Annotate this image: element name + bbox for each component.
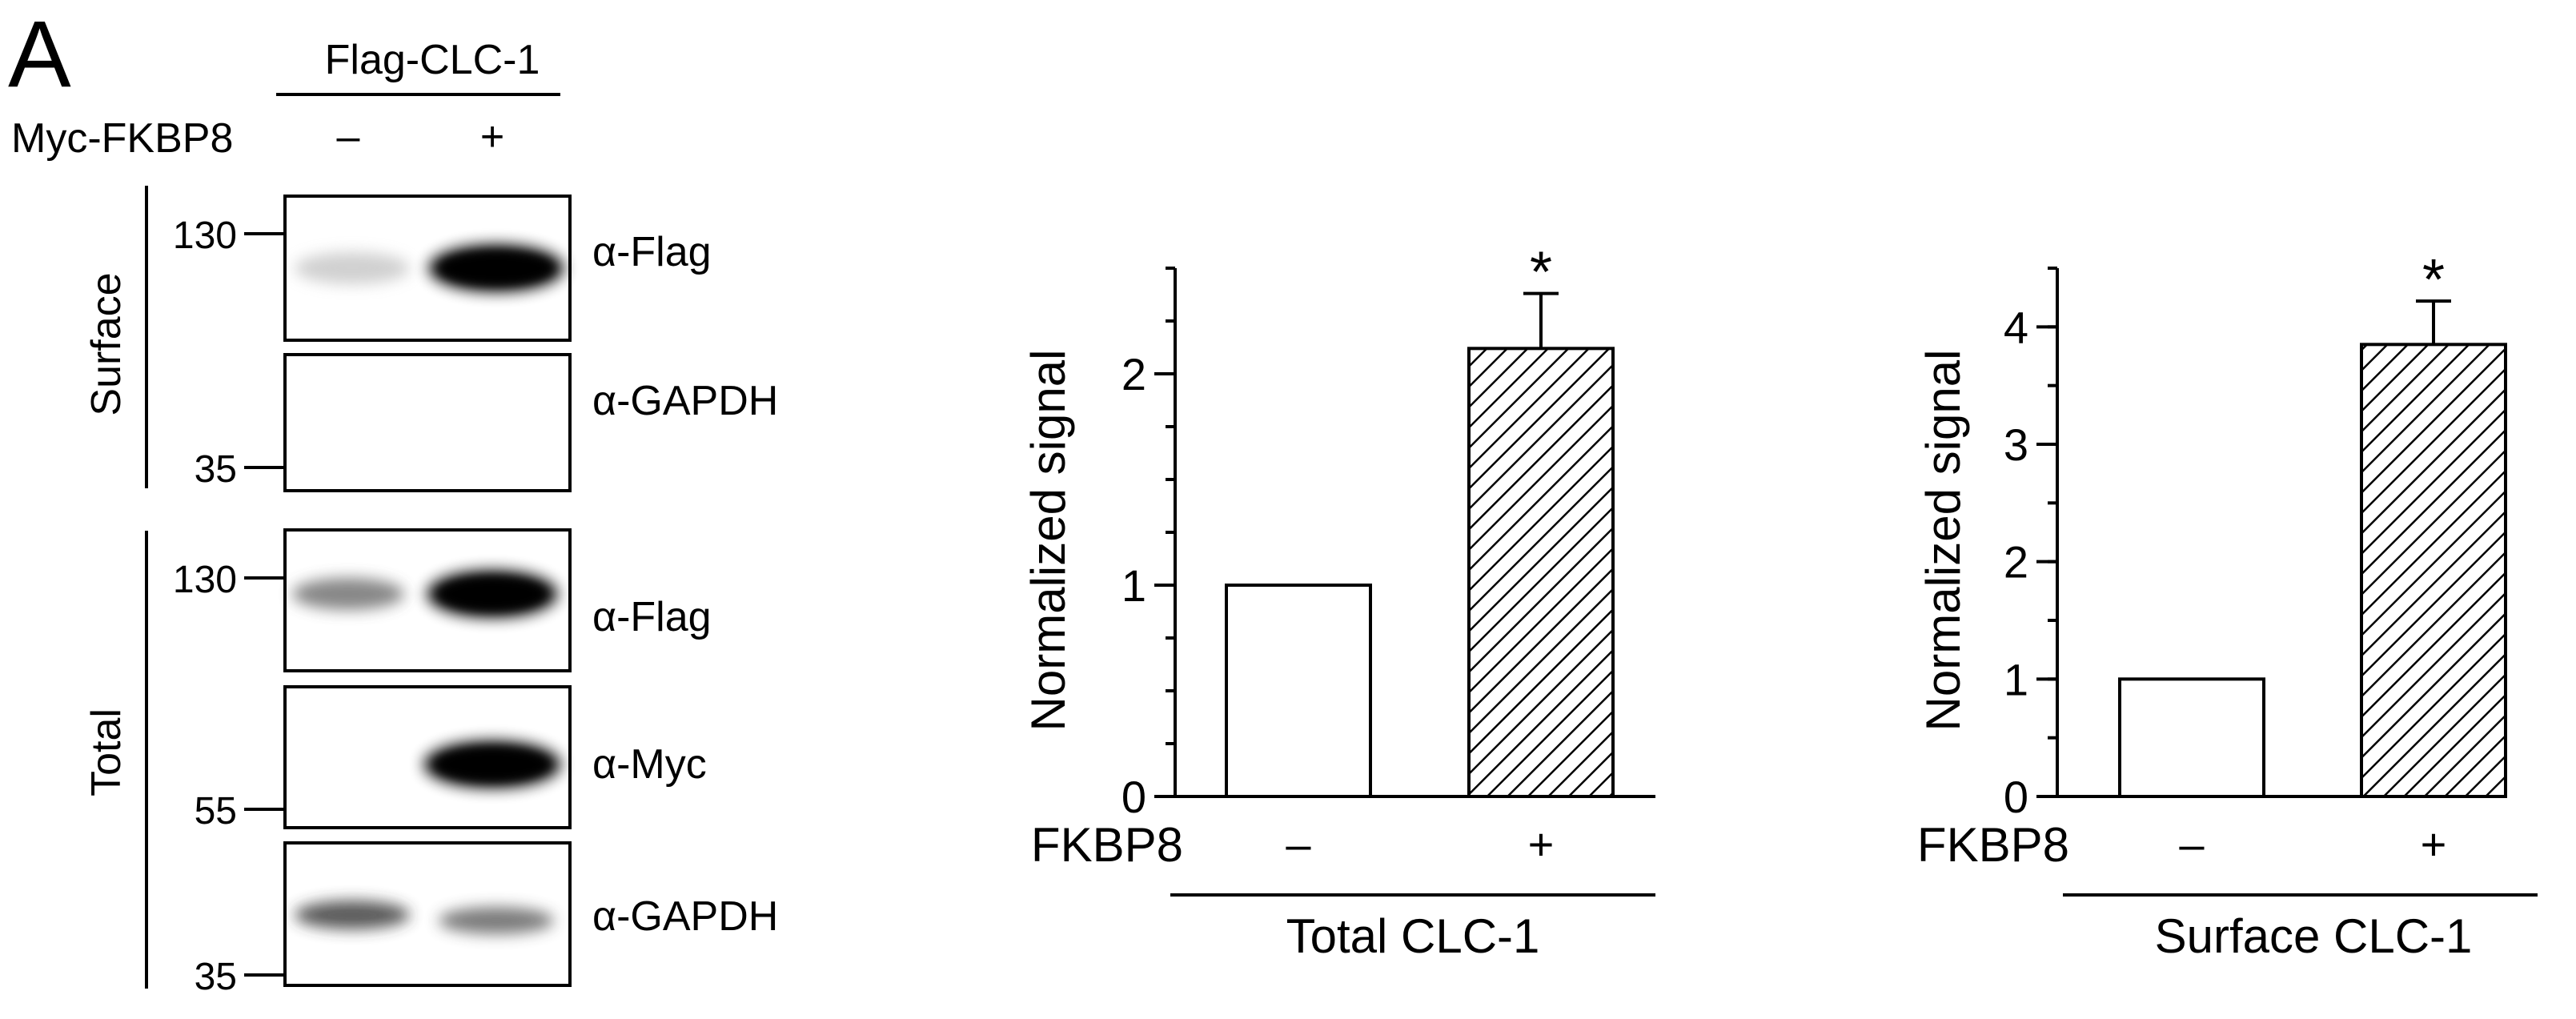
marker-35-total: 35 <box>195 956 237 998</box>
blot-total-flag <box>283 528 572 672</box>
y-axis-label: Normalized signal <box>1021 350 1075 732</box>
total-flag-antibody: α-Flag <box>592 594 712 640</box>
category-label: – <box>2179 819 2205 869</box>
blot-total-myc <box>283 685 572 829</box>
total-myc-antibody: α-Myc <box>592 741 707 788</box>
flag-clc1-header: Flag-CLC-1 <box>325 37 540 83</box>
total-gapdh-antibody: α-GAPDH <box>592 893 778 940</box>
marker-130-total: 130 <box>173 559 237 601</box>
category-label: + <box>2421 819 2447 869</box>
bar-minus <box>2118 677 2265 798</box>
factor-label: FKBP8 <box>1917 818 2069 872</box>
bar-plus <box>2360 343 2507 799</box>
bar-plus <box>1467 347 1615 798</box>
significance-star: * <box>1530 241 1552 305</box>
category-label: – <box>1286 819 1311 869</box>
marker-55-total: 55 <box>195 790 237 832</box>
significance-star: * <box>2422 248 2445 312</box>
y-tick-label: 2 <box>2004 537 2028 588</box>
panel-letter: A <box>8 2 71 107</box>
y-tick-label: 3 <box>2004 419 2028 470</box>
blot-surface-flag <box>283 195 572 342</box>
chart-total-clc1: 0 1 2 Normalized signal – * + FKBP8 Total CLC-1 <box>1021 241 1655 963</box>
y-tick-label: 4 <box>2004 302 2028 352</box>
y-axis-label: Normalized signal <box>1916 350 1970 732</box>
myc-fkbp8-label: Myc-FKBP8 <box>11 115 233 162</box>
total-label: Total <box>83 708 130 796</box>
blot-surface-gapdh <box>283 353 572 492</box>
category-label: + <box>1528 819 1555 869</box>
x-axis-label: Total CLC-1 <box>1286 909 1540 963</box>
y-tick-label: 2 <box>1121 349 1146 399</box>
surface-markers: 130 35 <box>173 215 285 491</box>
marker-130-surface: 130 <box>173 215 237 257</box>
blot-plus-label: + <box>480 114 504 160</box>
marker-35-surface: 35 <box>195 448 237 491</box>
surface-flag-antibody: α-Flag <box>592 229 712 275</box>
surface-label: Surface <box>83 272 130 415</box>
y-tick-label: 0 <box>2004 772 2028 822</box>
blot-total-gapdh <box>283 841 572 987</box>
blot-minus-label: – <box>337 114 360 160</box>
section-labels: Surface Total <box>83 186 148 989</box>
x-axis-label: Surface CLC-1 <box>2155 909 2473 963</box>
y-tick-label: 0 <box>1121 772 1146 822</box>
chart-surface-clc1: 0 1 2 3 4 Normalized signal – * + FKBP8 Surface CL… <box>1916 248 2538 963</box>
y-tick-label: 1 <box>2004 654 2028 704</box>
total-markers: 130 55 35 <box>173 559 285 998</box>
surface-gapdh-antibody: α-GAPDH <box>592 378 778 424</box>
bar-minus <box>1225 584 1372 798</box>
y-tick-label: 1 <box>1121 560 1146 611</box>
factor-label: FKBP8 <box>1031 818 1183 872</box>
blot-header: Flag-CLC-1 Myc-FKBP8 – + <box>11 37 560 162</box>
